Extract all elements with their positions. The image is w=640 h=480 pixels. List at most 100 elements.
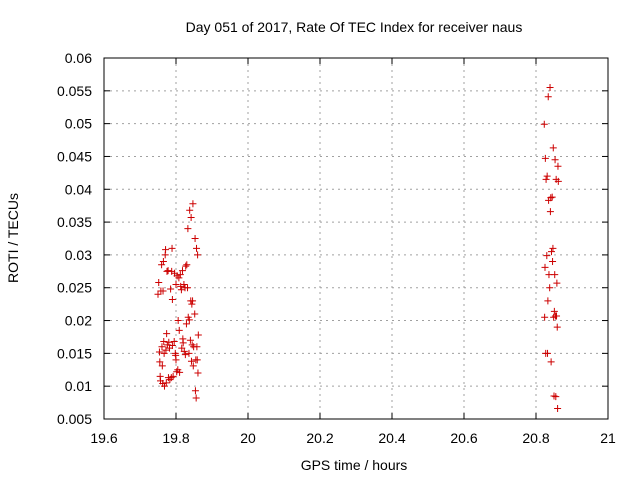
data-point bbox=[167, 285, 175, 293]
data-point bbox=[160, 382, 168, 390]
data-point bbox=[554, 404, 562, 412]
data-point bbox=[162, 246, 170, 254]
data-point bbox=[554, 177, 562, 185]
x-axis-label: GPS time / hours bbox=[301, 457, 408, 473]
data-point bbox=[549, 244, 557, 252]
data-point bbox=[553, 323, 561, 331]
data-point bbox=[547, 358, 555, 366]
data-point bbox=[193, 343, 201, 351]
data-point bbox=[187, 213, 195, 221]
data-point bbox=[168, 341, 176, 349]
chart-title: Day 051 of 2017, Rate Of TEC Index for r… bbox=[186, 19, 523, 35]
data-point bbox=[547, 248, 555, 256]
y-tick-label: 0.04 bbox=[65, 181, 92, 197]
y-tick-label: 0.02 bbox=[65, 313, 92, 329]
data-point bbox=[185, 316, 193, 324]
data-point bbox=[192, 394, 200, 402]
y-tick-label: 0.005 bbox=[57, 411, 92, 427]
data-point bbox=[156, 358, 164, 366]
data-point bbox=[548, 193, 556, 201]
data-point bbox=[158, 362, 166, 370]
data-point bbox=[544, 349, 552, 357]
y-tick-label: 0.03 bbox=[65, 247, 92, 263]
data-point bbox=[550, 392, 558, 400]
data-point bbox=[176, 271, 184, 279]
data-point bbox=[541, 263, 549, 271]
y-tick-label: 0.06 bbox=[65, 50, 92, 66]
data-point bbox=[194, 369, 202, 377]
data-point bbox=[191, 387, 199, 395]
data-point bbox=[194, 251, 202, 259]
data-point bbox=[553, 279, 561, 287]
y-tick-label: 0.025 bbox=[57, 280, 92, 296]
y-tick-label: 0.035 bbox=[57, 214, 92, 230]
x-tick-label: 20 bbox=[240, 430, 256, 446]
data-point bbox=[188, 300, 196, 308]
data-point bbox=[177, 286, 185, 294]
data-point bbox=[180, 347, 188, 355]
data-point bbox=[551, 156, 559, 164]
data-point bbox=[541, 313, 549, 321]
data-point bbox=[155, 348, 163, 356]
data-point bbox=[552, 393, 560, 401]
data-point bbox=[182, 320, 190, 328]
data-point bbox=[549, 144, 557, 152]
x-tick-label: 20.6 bbox=[450, 430, 477, 446]
data-point bbox=[185, 349, 193, 357]
data-point bbox=[553, 312, 561, 320]
data-point bbox=[180, 280, 188, 288]
data-point bbox=[172, 280, 180, 288]
data-point bbox=[546, 284, 554, 292]
x-tick-label: 20.8 bbox=[522, 430, 549, 446]
data-point bbox=[187, 357, 195, 365]
y-tick-label: 0.015 bbox=[57, 345, 92, 361]
y-tick-label: 0.05 bbox=[65, 116, 92, 132]
x-tick-label: 20.4 bbox=[378, 430, 405, 446]
data-point bbox=[162, 379, 170, 387]
data-point bbox=[183, 261, 191, 269]
data-point bbox=[546, 84, 554, 92]
data-point bbox=[155, 278, 163, 286]
data-point bbox=[182, 262, 190, 270]
data-point bbox=[167, 374, 175, 382]
data-point bbox=[540, 120, 548, 128]
data-point bbox=[184, 225, 192, 233]
data-point bbox=[175, 274, 183, 282]
data-point bbox=[542, 175, 550, 183]
x-tick-labels: 19.6 19.8 20 20.2 20.4 20.6 20.8 21 bbox=[90, 430, 616, 446]
data-point bbox=[189, 362, 197, 370]
data-point bbox=[191, 235, 199, 242]
data-point bbox=[158, 261, 166, 269]
axis-ticks bbox=[103, 57, 609, 420]
data-point bbox=[543, 172, 551, 180]
data-point bbox=[546, 208, 554, 216]
data-point bbox=[159, 257, 167, 265]
data-point bbox=[544, 93, 552, 101]
data-point bbox=[550, 313, 558, 321]
data-point bbox=[174, 317, 182, 325]
data-point bbox=[186, 206, 194, 214]
data-point bbox=[163, 330, 171, 338]
data-point bbox=[189, 297, 197, 305]
data-point bbox=[541, 154, 549, 162]
grid bbox=[104, 58, 608, 419]
data-point bbox=[172, 356, 180, 364]
y-tick-label: 0.01 bbox=[65, 378, 92, 394]
data-point bbox=[193, 244, 201, 252]
y-tick-label: 0.045 bbox=[57, 148, 92, 164]
data-point bbox=[194, 331, 202, 339]
data-point bbox=[179, 339, 187, 347]
data-point bbox=[164, 267, 172, 275]
data-point bbox=[169, 372, 177, 380]
data-points bbox=[154, 84, 562, 412]
data-point bbox=[162, 346, 170, 354]
data-point bbox=[154, 290, 162, 298]
y-tick-labels: 0.005 0.01 0.015 0.02 0.025 0.03 0.035 0.04 0.04… bbox=[57, 50, 92, 427]
data-point bbox=[551, 271, 559, 279]
data-point bbox=[181, 351, 189, 359]
data-point bbox=[175, 326, 183, 334]
data-point bbox=[544, 297, 552, 305]
data-point bbox=[158, 343, 166, 351]
data-point bbox=[543, 252, 551, 260]
data-point bbox=[189, 200, 197, 208]
